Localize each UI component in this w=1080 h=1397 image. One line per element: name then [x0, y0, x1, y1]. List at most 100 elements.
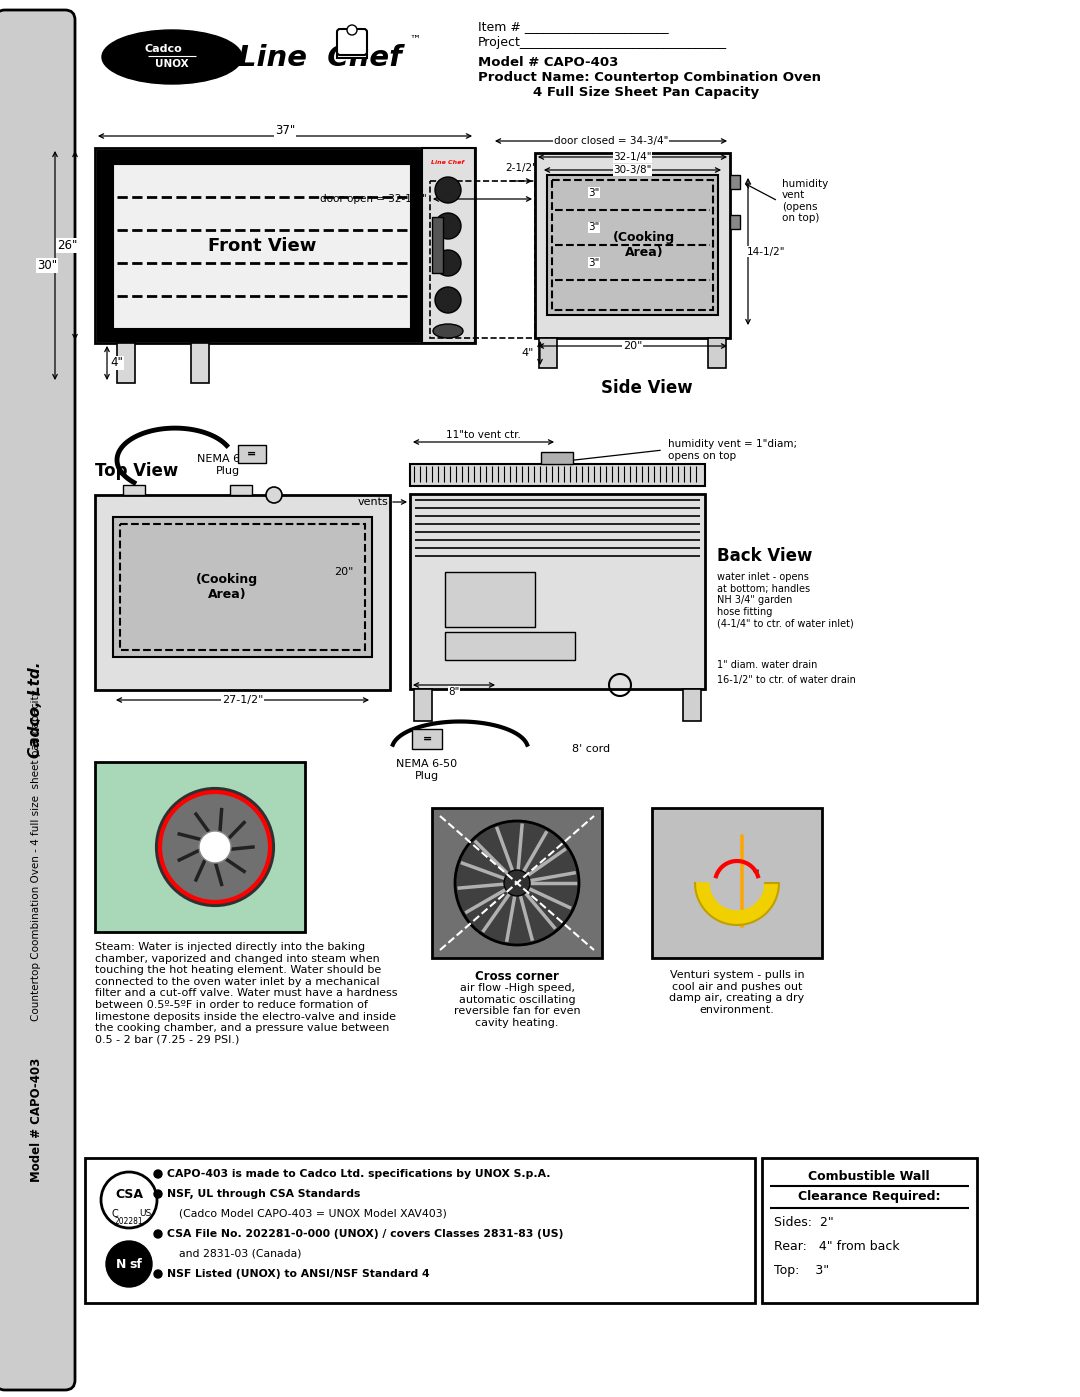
Text: 11"to vent ctr.: 11"to vent ctr. — [446, 430, 521, 440]
Bar — [117, 344, 135, 383]
Bar — [95, 761, 305, 932]
Bar — [422, 148, 475, 344]
Text: Front View: Front View — [207, 237, 316, 256]
Text: humidity vent = 1"diam;
opens on top: humidity vent = 1"diam; opens on top — [669, 439, 797, 461]
Circle shape — [435, 212, 461, 239]
Bar — [652, 807, 822, 958]
Bar — [410, 495, 705, 689]
Text: 8' cord: 8' cord — [572, 745, 610, 754]
Text: CSA File No. 202281-0-000 (UNOX) / covers Classes 2831-83 (US): CSA File No. 202281-0-000 (UNOX) / cover… — [167, 1229, 564, 1239]
Bar — [97, 149, 422, 341]
Bar — [541, 453, 573, 464]
Text: Line  Chef: Line Chef — [238, 43, 402, 73]
Text: Product Name: Countertop Combination Oven: Product Name: Countertop Combination Ove… — [478, 71, 821, 84]
Text: 20": 20" — [623, 341, 643, 351]
Bar — [539, 338, 557, 367]
Polygon shape — [696, 883, 779, 925]
Text: Cadco, Ltd.: Cadco, Ltd. — [28, 662, 43, 759]
Text: door closed = 34-3/4": door closed = 34-3/4" — [554, 136, 669, 147]
Bar — [410, 464, 705, 486]
Circle shape — [106, 1241, 152, 1287]
FancyBboxPatch shape — [0, 10, 75, 1390]
Text: Top View: Top View — [95, 462, 178, 481]
Bar — [95, 495, 390, 690]
Text: Cross corner: Cross corner — [475, 970, 559, 983]
Text: (Cooking
Area): (Cooking Area) — [613, 231, 675, 258]
Bar — [445, 571, 535, 627]
Text: 1" diam. water drain: 1" diam. water drain — [717, 659, 818, 671]
Text: 3": 3" — [589, 257, 599, 267]
Bar — [430, 182, 535, 338]
Circle shape — [347, 25, 357, 35]
Text: vents: vents — [357, 497, 388, 507]
Bar — [535, 154, 730, 338]
Circle shape — [455, 821, 579, 944]
Text: 3": 3" — [589, 222, 599, 232]
Text: door open = 32-1/2": door open = 32-1/2" — [321, 194, 427, 204]
Bar — [113, 163, 411, 330]
Text: Item # _______________________: Item # _______________________ — [478, 20, 669, 34]
Text: Project_________________________________: Project_________________________________ — [478, 36, 727, 49]
Bar — [552, 180, 713, 310]
Text: 20": 20" — [335, 567, 353, 577]
Text: NEMA 6-50
Plug: NEMA 6-50 Plug — [396, 759, 458, 781]
Bar — [113, 517, 372, 657]
Text: NSF Listed (UNOX) to ANSI/NSF Standard 4: NSF Listed (UNOX) to ANSI/NSF Standard 4 — [167, 1268, 430, 1280]
Circle shape — [435, 286, 461, 313]
Bar — [730, 175, 740, 189]
Text: (Cooking
Area): (Cooking Area) — [195, 573, 258, 601]
Text: 8": 8" — [448, 687, 460, 697]
Circle shape — [102, 1172, 157, 1228]
Text: sf: sf — [130, 1257, 143, 1270]
Text: 4": 4" — [522, 348, 535, 358]
Text: Combustible Wall: Combustible Wall — [808, 1171, 930, 1183]
Bar — [230, 485, 252, 495]
Bar — [120, 524, 365, 650]
Text: air flow -High speed,
automatic oscillating
reversible fan for even
cavity heati: air flow -High speed, automatic oscillat… — [454, 983, 580, 1028]
Bar — [85, 1158, 755, 1303]
Text: Back View: Back View — [717, 548, 812, 564]
Text: 4 Full Size Sheet Pan Capacity: 4 Full Size Sheet Pan Capacity — [534, 87, 759, 99]
Bar — [432, 807, 602, 958]
Text: 30-3/8": 30-3/8" — [613, 165, 651, 175]
Text: Countertop Coombination Oven - 4 full size  sheet pan capacity: Countertop Coombination Oven - 4 full si… — [31, 689, 41, 1021]
Text: C: C — [111, 1208, 119, 1220]
Text: CAPO-403 is made to Cadco Ltd. specifications by UNOX S.p.A.: CAPO-403 is made to Cadco Ltd. specifica… — [167, 1169, 551, 1179]
Bar — [238, 446, 266, 462]
Text: Sides:  2": Sides: 2" — [774, 1215, 834, 1229]
Circle shape — [199, 831, 231, 863]
Text: 202281: 202281 — [114, 1218, 144, 1227]
Text: Top:    3": Top: 3" — [774, 1264, 829, 1277]
Circle shape — [154, 1229, 162, 1238]
Text: N: N — [116, 1257, 126, 1270]
Circle shape — [154, 1190, 162, 1199]
Text: Clearance Required:: Clearance Required: — [798, 1190, 941, 1203]
Circle shape — [157, 789, 273, 905]
Bar — [683, 689, 701, 721]
Text: and 2831-03 (Canada): and 2831-03 (Canada) — [179, 1249, 301, 1259]
Text: 37": 37" — [275, 123, 295, 137]
Text: US: US — [139, 1210, 151, 1218]
Bar — [445, 631, 575, 659]
Circle shape — [154, 1270, 162, 1278]
Text: 27-1/2": 27-1/2" — [221, 694, 264, 705]
Bar — [762, 1158, 977, 1303]
Bar — [432, 217, 443, 272]
Text: water inlet - opens
at bottom; handles
NH 3/4" garden
hose fitting
(4-1/4" to ct: water inlet - opens at bottom; handles N… — [717, 571, 854, 629]
Bar — [708, 338, 726, 367]
Circle shape — [154, 1171, 162, 1178]
Text: Model # CAPO-403: Model # CAPO-403 — [478, 56, 619, 68]
Bar — [123, 485, 145, 495]
Text: Side View: Side View — [602, 379, 692, 397]
Text: Line Chef: Line Chef — [431, 159, 464, 165]
Bar — [414, 689, 432, 721]
Text: 3": 3" — [589, 187, 599, 197]
Text: ™: ™ — [409, 35, 420, 45]
Text: UNOX: UNOX — [156, 59, 189, 68]
Text: Model # CAPO-403: Model # CAPO-403 — [29, 1058, 42, 1182]
FancyBboxPatch shape — [337, 29, 367, 54]
Text: 32-1/4": 32-1/4" — [613, 152, 651, 162]
Bar — [730, 215, 740, 229]
Circle shape — [504, 870, 530, 895]
Bar — [337, 50, 367, 59]
